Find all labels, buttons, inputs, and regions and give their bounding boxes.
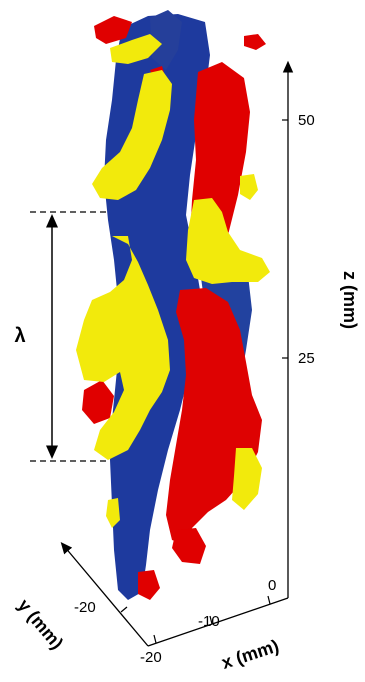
- yellow-top: [110, 34, 162, 64]
- yellow-right-upper: [186, 198, 270, 284]
- x-tick-20: [153, 634, 157, 644]
- x-axis-label: x (mm): [219, 636, 281, 673]
- x-tick-label-minus-20: -20: [140, 649, 162, 666]
- yellow-left-middle: [76, 236, 170, 460]
- wavelength-symbol: λ: [14, 325, 25, 347]
- x-tick-label-minus-10: -10: [198, 613, 220, 630]
- axes-frame: 50 25 z (mm) 0 -10 -20 x (mm) -20 y (mm): [14, 60, 360, 673]
- yellow-right-fragment: [240, 174, 258, 200]
- x-tick-10: [209, 615, 213, 625]
- y-axis-label: y (mm): [14, 595, 67, 653]
- yellow-bottom-left: [106, 498, 120, 528]
- z-axis-label: z (mm): [340, 271, 360, 329]
- wavelength-indicator: λ: [14, 211, 110, 462]
- z-tick-label-50: 50: [298, 112, 315, 129]
- red-top-right-blob: [244, 34, 266, 50]
- y-axis-line: [60, 542, 149, 647]
- x-axis-line: [147, 597, 289, 647]
- yellow-upper-left: [92, 70, 172, 200]
- red-bottom-left-blob: [138, 570, 160, 600]
- z-tick-label-25: 25: [298, 350, 315, 367]
- red-top-left-blob: [94, 16, 132, 44]
- y-tick-20: [120, 606, 128, 613]
- yellow-right-lower: [232, 448, 262, 510]
- red-left-blob: [82, 380, 114, 424]
- red-bottom-blob: [172, 528, 206, 564]
- blue-column-top: [150, 10, 182, 70]
- yellow-vortex-structure: [76, 34, 270, 528]
- red-vortex-structure: [82, 16, 266, 600]
- x-tick-0: [267, 595, 271, 605]
- y-tick-label-minus-20: -20: [74, 599, 96, 616]
- x-tick-label-0: 0: [268, 577, 276, 594]
